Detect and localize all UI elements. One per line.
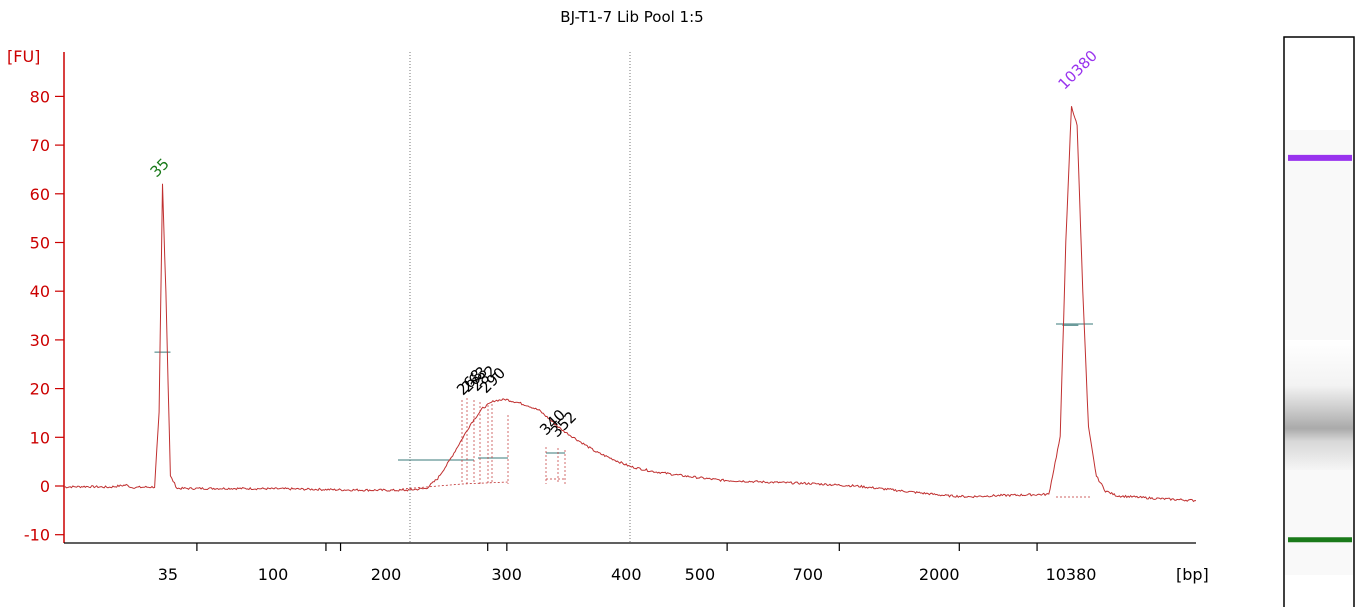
y-tick-label: 30 — [30, 331, 50, 350]
x-tick-label: 35 — [158, 565, 178, 584]
y-tick-label: 80 — [30, 87, 50, 106]
region-floor — [401, 481, 509, 490]
gel-lower-marker-band — [1288, 537, 1352, 543]
x-axis: 35 100 200 300 400 500 700 2000 10380 — [158, 543, 1097, 584]
peak-annotations — [154, 323, 1093, 498]
y-tick-label: 60 — [30, 185, 50, 204]
y-tick-label: 50 — [30, 234, 50, 253]
x-tick-label: 400 — [611, 565, 642, 584]
y-tick-label: 20 — [30, 380, 50, 399]
y-axis: 80 70 60 50 40 30 20 10 0 -10 — [24, 87, 64, 545]
x-tick-label: 500 — [685, 565, 716, 584]
gel-smear-band — [1285, 340, 1353, 470]
gel-upper-marker-band — [1288, 154, 1352, 161]
x-tick-label: 300 — [491, 565, 522, 584]
y-tick-label: -10 — [24, 526, 50, 545]
lower-marker-label: 35 — [147, 155, 173, 181]
y-axis-label: [FU] — [7, 47, 40, 66]
x-tick-label: 700 — [793, 565, 824, 584]
y-tick-label: 0 — [40, 477, 50, 496]
x-tick-label: 2000 — [919, 565, 960, 584]
y-tick-label: 70 — [30, 136, 50, 155]
y-tick-label: 10 — [30, 428, 50, 447]
y-tick-label: 40 — [30, 282, 50, 301]
upper-marker-label: 10380 — [1054, 47, 1100, 93]
x-tick-label: 200 — [371, 565, 402, 584]
x-axis-label: [bp] — [1176, 565, 1209, 584]
x-tick-label: 10380 — [1046, 565, 1097, 584]
chart-title: BJ-T1-7 Lib Pool 1:5 — [560, 8, 703, 26]
x-tick-label: 100 — [258, 565, 289, 584]
gel-lane — [1283, 36, 1355, 607]
electropherogram-trace — [63, 106, 1196, 503]
